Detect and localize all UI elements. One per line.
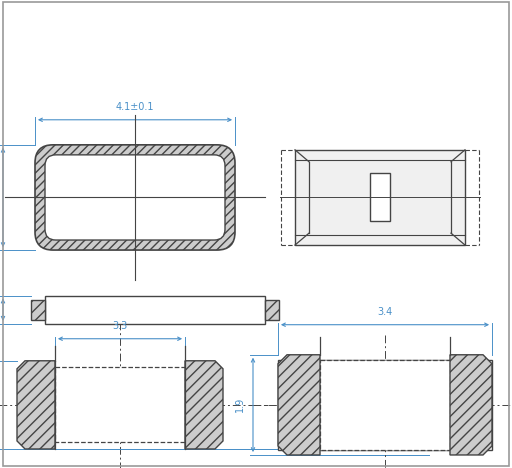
Bar: [370, 174, 390, 221]
Text: 3.3: 3.3: [112, 321, 127, 331]
Bar: [31, 300, 45, 320]
Bar: [295, 150, 465, 245]
Bar: [55, 367, 185, 442]
Polygon shape: [185, 361, 223, 449]
Bar: [320, 360, 450, 450]
Polygon shape: [17, 361, 55, 449]
FancyBboxPatch shape: [35, 145, 235, 250]
Text: 4.1±0.1: 4.1±0.1: [116, 102, 154, 112]
Bar: [278, 360, 492, 450]
Text: 3.4: 3.4: [377, 307, 393, 317]
Polygon shape: [450, 355, 492, 455]
Bar: [45, 296, 265, 324]
Text: Mechanical Dimensions: Mechanical Dimensions: [7, 15, 282, 35]
Polygon shape: [278, 355, 320, 455]
Bar: [265, 300, 279, 320]
Text: 1.9: 1.9: [235, 397, 245, 412]
FancyBboxPatch shape: [45, 155, 225, 240]
